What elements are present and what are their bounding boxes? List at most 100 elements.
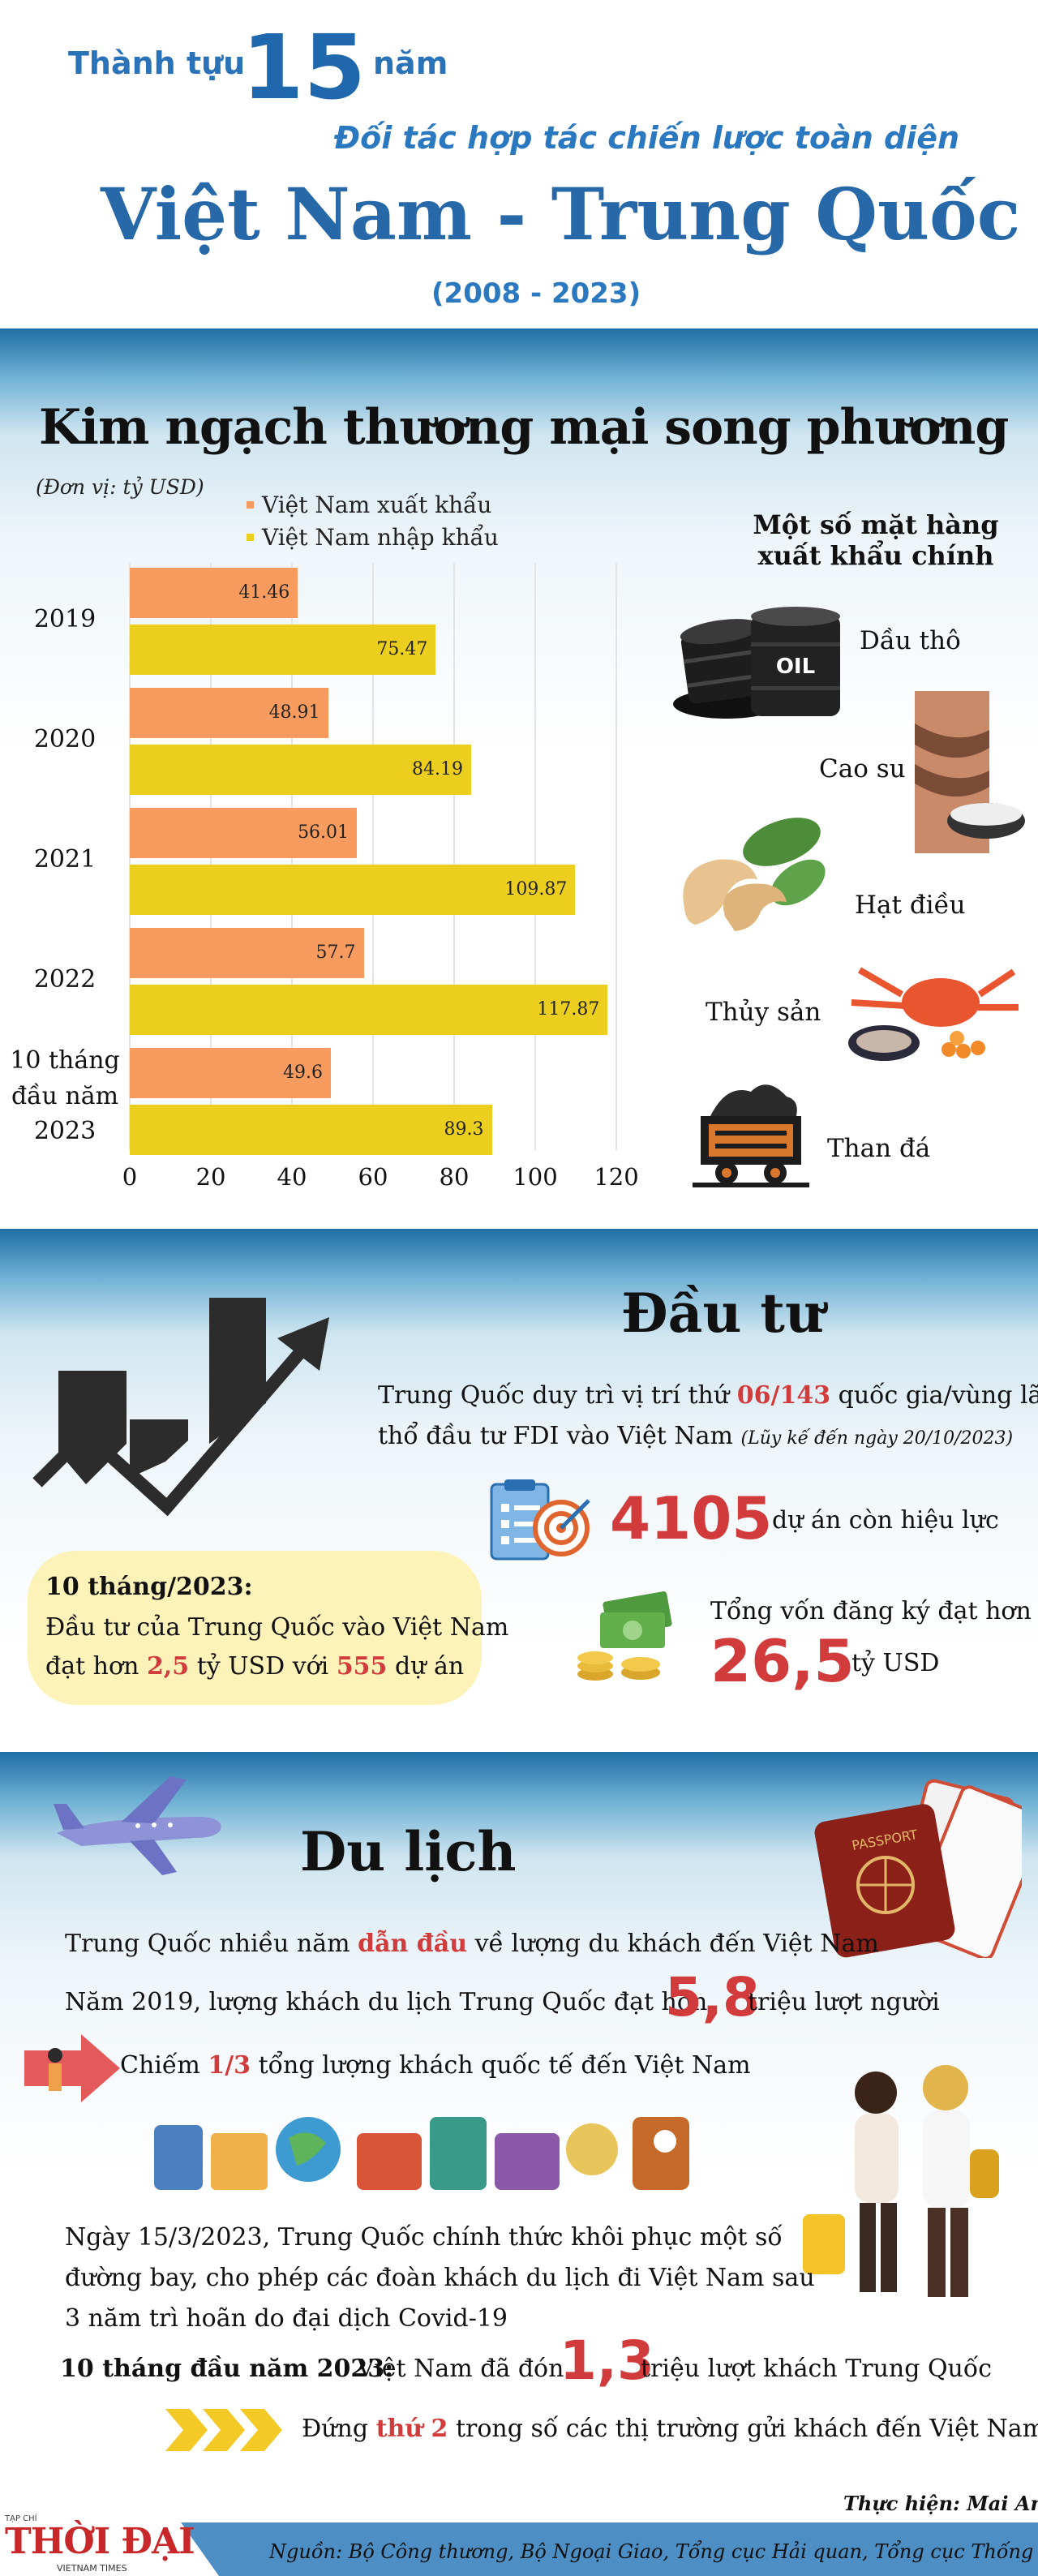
coal-cart-icon (693, 1084, 809, 1187)
header-suffix: năm (373, 45, 448, 81)
bar-export (130, 1048, 331, 1098)
chart-category-label: 2020 (33, 725, 97, 753)
header-subtitle: Đối tác hợp tác chiến lược toàn diện (334, 120, 960, 156)
legend-import: Việt Nam nhập khẩu (247, 524, 499, 551)
invest-rank-line1: Trung Quốc duy trì vị trí thứ 06/143 quố… (378, 1376, 1038, 1416)
invest-box-line2: đạt hơn 2,5 tỷ USD với 555 dự án (45, 1646, 464, 1687)
chart-gridline (616, 563, 617, 1150)
cashew-icon (683, 818, 826, 931)
footer-source: Nguồn: Bộ Công thương, Bộ Ngoại Giao, Tổ… (269, 2540, 1038, 2563)
tourism-title: Du lịch (300, 1820, 517, 1883)
invest-box-mid: tỷ USD với (196, 1652, 329, 1681)
legend-import-swatch (247, 534, 254, 541)
oil-barrel-icon: OIL (673, 607, 840, 719)
header: Thành tựu 15 năm Đối tác hợp tác chiến l… (0, 0, 1038, 328)
bar-import (130, 865, 576, 915)
tourism-lead-highlight: dẫn đầu (358, 1930, 468, 1958)
header-years: (2008 - 2023) (431, 277, 641, 310)
chart-x-tick-label: 20 (195, 1163, 226, 1191)
invest-title: Đầu tư (621, 1282, 824, 1345)
legend-export-label: Việt Nam xuất khẩu (262, 492, 492, 518)
export-seafood: Thủy sản (706, 998, 821, 1027)
bar-value-label: 89.3 (444, 1119, 484, 1140)
invest-box-title: 10 tháng/2023: (45, 1573, 253, 1601)
footer-logo-bg (0, 2514, 219, 2576)
tourism-rank-pre: Đứng (302, 2415, 369, 2443)
chart-x-tick-label: 60 (358, 1163, 388, 1191)
header-number: 15 (242, 15, 367, 119)
tourism-share-highlight: 1/3 (208, 2051, 251, 2080)
invest-2023-box (28, 1551, 482, 1705)
chevrons-icon (165, 2409, 282, 2451)
invest-rank-line2: thổ đầu tư FDI vào Việt Nam (Lũy kế đến … (378, 1416, 1013, 1457)
chart-gridline (534, 563, 536, 1150)
bar-value-label: 57.7 (315, 942, 356, 963)
tourism-2019-pre: Năm 2019, lượng khách du lịch Trung Quốc… (65, 1988, 708, 2016)
footer-credit: Thực hiện: Mai Anh (843, 2492, 1038, 2515)
exports-title: Một số mặt hàng xuất khẩu chính (753, 509, 999, 572)
tourism-restore-line2: đường bay, cho phép các đoàn khách du lị… (65, 2264, 815, 2292)
tourism-restore-line1: Ngày 15/3/2023, Trung Quốc chính thức kh… (65, 2223, 783, 2252)
tourism-10m-label: 10 tháng đầu năm 2023: (60, 2355, 394, 2383)
tourism-10m-post: triệu lượt khách Trung Quốc (641, 2355, 993, 2383)
arrow-pointer-icon (24, 2034, 120, 2102)
tourism-10m-number: 1,3 (560, 2329, 654, 2392)
header-prefix: Thành tựu (68, 45, 246, 81)
rubber-tree-icon (915, 691, 1025, 853)
seafood-icon (848, 967, 1019, 1061)
export-crude-oil: Dầu thô (860, 626, 961, 655)
trade-bar-chart: 0 20 40 60 80 100 120 41.46 75.47 2019 48.91 84.19 2… (0, 0, 1038, 1229)
invest-rank-pre: Trung Quốc duy trì vị trí thứ (378, 1381, 730, 1410)
travelers-icon (803, 2065, 999, 2297)
legend-export-swatch (247, 501, 254, 509)
invest-rank-value: 06/143 (736, 1381, 831, 1410)
growth-chart-icon (32, 1298, 329, 1517)
checklist-target-icon (490, 1479, 590, 1561)
bar-value-label: 84.19 (411, 759, 463, 779)
chart-gridline (453, 563, 455, 1150)
chart-category-label: 2021 (33, 845, 97, 874)
bar-value-label: 109.87 (504, 879, 568, 899)
bar-export (130, 808, 358, 858)
tourism-2019-post: triệu lượt người (748, 1988, 940, 2016)
legend-import-label: Việt Nam nhập khẩu (262, 524, 499, 551)
export-cashew: Hạt điều (855, 891, 966, 920)
invest-box-pre: đạt hơn (45, 1652, 139, 1681)
bar-value-label: 117.87 (537, 999, 600, 1020)
tourism-2019-number: 5,8 (665, 1966, 760, 2029)
trade-title: Kim ngạch thương mại song phương (39, 399, 1009, 456)
chart-category-label: 2019 (33, 605, 97, 633)
footer-logo: THỜI ĐẠI (5, 2521, 195, 2562)
chart-x-tick-label: 40 (277, 1163, 307, 1191)
bar-value-label: 41.46 (238, 582, 290, 603)
money-stack-icon (577, 1591, 672, 1681)
bar-import (130, 985, 608, 1035)
invest-box-line1: Đầu tư của Trung Quốc vào Việt Nam (45, 1613, 509, 1642)
legend-export: Việt Nam xuất khẩu (247, 492, 491, 518)
chart-x-tick-label: 80 (439, 1163, 470, 1191)
chart-gridline (372, 563, 374, 1150)
tourism-lead-pre: Trung Quốc nhiều năm (65, 1930, 350, 1958)
tourism-lead: Trung Quốc nhiều năm dẫn đầu về lượng du… (65, 1924, 879, 1964)
tourism-rank-highlight: thứ 2 (375, 2415, 448, 2443)
invest-rank-note: (Lũy kế đến ngày 20/10/2023) (740, 1428, 1014, 1449)
footer-logo-sub: VIETNAM TIMES (57, 2563, 127, 2574)
invest-capital-value: 26,5 (710, 1627, 855, 1695)
invest-projects-count: 4105 (610, 1484, 773, 1552)
bar-import (130, 745, 471, 795)
bar-value-label: 56.01 (298, 822, 350, 843)
invest-capital-unit: tỷ USD (851, 1649, 940, 1677)
chart-category-label: 2022 (33, 965, 97, 994)
bar-export (130, 688, 328, 738)
chart-x-tick-label: 100 (513, 1163, 558, 1191)
chart-x-tick-label: 120 (594, 1163, 639, 1191)
bar-value-label: 75.47 (376, 639, 428, 659)
tourism-10m-pre: Việt Nam đã đón (357, 2355, 564, 2383)
bar-value-label: 49.6 (283, 1063, 323, 1083)
tourism-share: Chiếm 1/3 tổng lượng khách quốc tế đến V… (120, 2046, 751, 2086)
travel-items-icon (154, 2117, 689, 2190)
trade-unit: (Đơn vị: tỷ USD) (36, 475, 204, 499)
invest-projects-label: dự án còn hiệu lực (772, 1506, 999, 1535)
bar-value-label: 48.91 (268, 702, 320, 723)
invest-box-post: dự án (394, 1652, 465, 1681)
